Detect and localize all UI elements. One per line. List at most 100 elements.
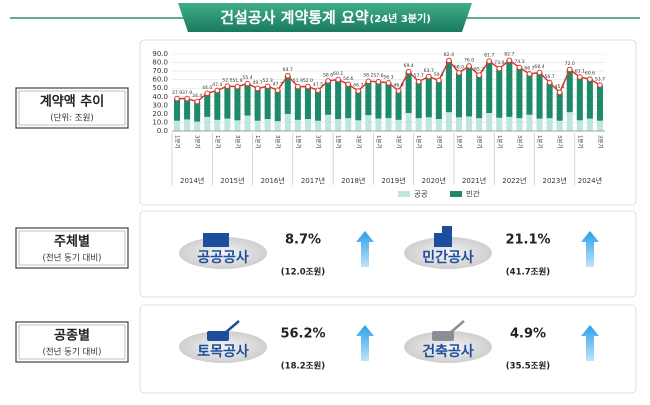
total-point	[174, 95, 180, 102]
bar	[586, 118, 593, 131]
bar	[325, 80, 332, 115]
data-label: 82.4	[444, 52, 454, 58]
bar	[184, 98, 191, 120]
data-label: 59.1	[434, 72, 444, 78]
bar	[365, 81, 372, 116]
bar	[476, 118, 483, 131]
card-name: 공공공사	[197, 250, 249, 266]
bar	[294, 86, 301, 120]
year-label: 2021년	[462, 176, 486, 185]
building	[203, 233, 229, 247]
bar	[224, 86, 231, 119]
bar	[244, 83, 251, 116]
total-point	[224, 83, 231, 89]
x-tick-label: 3분기	[355, 135, 363, 149]
data-label: 58.2	[363, 73, 373, 79]
bar	[435, 80, 442, 120]
total-point	[526, 71, 533, 77]
total-point	[476, 72, 482, 79]
bar	[506, 116, 513, 131]
bar	[405, 113, 412, 131]
legend-swatch	[450, 191, 462, 197]
bar	[174, 98, 181, 121]
x-tick-label: 3분기	[556, 135, 564, 149]
x-tick-label: 3분기	[596, 135, 604, 149]
bar	[435, 119, 442, 131]
bar	[556, 120, 563, 131]
y-tick-label: 0.0	[157, 127, 168, 135]
bar	[234, 120, 241, 131]
bar	[214, 119, 221, 131]
x-tick-label: 3분기	[315, 135, 323, 149]
bar	[254, 88, 261, 121]
data-label: 63.7	[424, 68, 434, 74]
total-point	[456, 70, 462, 76]
data-label: 76.0	[464, 57, 474, 63]
bar	[546, 82, 553, 119]
bar	[466, 116, 473, 131]
machine-arm	[449, 320, 465, 334]
y-tick-label: 70.0	[152, 67, 168, 75]
total-point	[516, 64, 523, 71]
total-point	[415, 78, 422, 85]
section-label: 공종별	[54, 328, 90, 344]
machine-arm	[224, 320, 240, 334]
section-box	[15, 321, 129, 363]
data-label: 57.7	[414, 73, 424, 79]
total-point	[274, 87, 281, 93]
bar	[214, 90, 221, 120]
bar	[466, 65, 473, 117]
bar	[526, 73, 533, 115]
legend-label: 민간	[466, 189, 480, 199]
x-tick-label: 1분기	[294, 135, 302, 149]
card-name: 토목공사	[197, 344, 249, 360]
bar	[174, 120, 181, 131]
total-point	[405, 68, 412, 75]
total-point	[295, 83, 301, 90]
total-point	[597, 82, 603, 88]
data-label: 46.7	[353, 83, 363, 89]
data-label: 55.4	[242, 75, 252, 81]
total-point	[385, 80, 392, 86]
bar	[184, 119, 191, 131]
bar	[385, 118, 392, 131]
bar	[576, 120, 583, 131]
section-box	[15, 227, 129, 269]
bar	[546, 118, 553, 131]
total-point	[536, 69, 543, 76]
total-point	[184, 95, 190, 102]
data-label: 47.4	[212, 82, 222, 88]
data-label: 74.3	[514, 59, 524, 65]
bar	[445, 60, 452, 113]
title: 건설공사 계약통계 요약	[220, 9, 369, 27]
bar	[516, 67, 523, 119]
bar	[415, 81, 422, 119]
data-label: 68.0	[454, 64, 464, 70]
bar	[586, 79, 593, 119]
data-label: 52.0	[303, 78, 313, 84]
bar	[264, 86, 271, 120]
total-point	[355, 88, 362, 94]
data-label: 57.6	[373, 73, 383, 79]
card-rate: 8.7%	[285, 233, 321, 248]
data-label: 34.4	[192, 93, 202, 99]
panel	[139, 304, 637, 394]
bar	[455, 72, 463, 118]
card-amount: (41.7조원)	[506, 267, 550, 278]
bar	[365, 115, 372, 131]
bar	[304, 86, 311, 120]
bar	[455, 117, 463, 131]
year-label: 2020년	[422, 176, 446, 185]
total-point	[345, 81, 352, 88]
data-label: 49.7	[252, 80, 262, 86]
bar	[425, 117, 432, 131]
bar	[476, 75, 483, 119]
bar	[566, 112, 573, 131]
y-tick-label: 40.0	[152, 93, 168, 101]
bar	[244, 115, 251, 131]
data-label: 37.9	[172, 90, 182, 96]
bar	[204, 116, 211, 131]
y-tick-label: 20.0	[152, 110, 168, 118]
total-point	[436, 77, 442, 84]
total-point	[365, 78, 372, 85]
